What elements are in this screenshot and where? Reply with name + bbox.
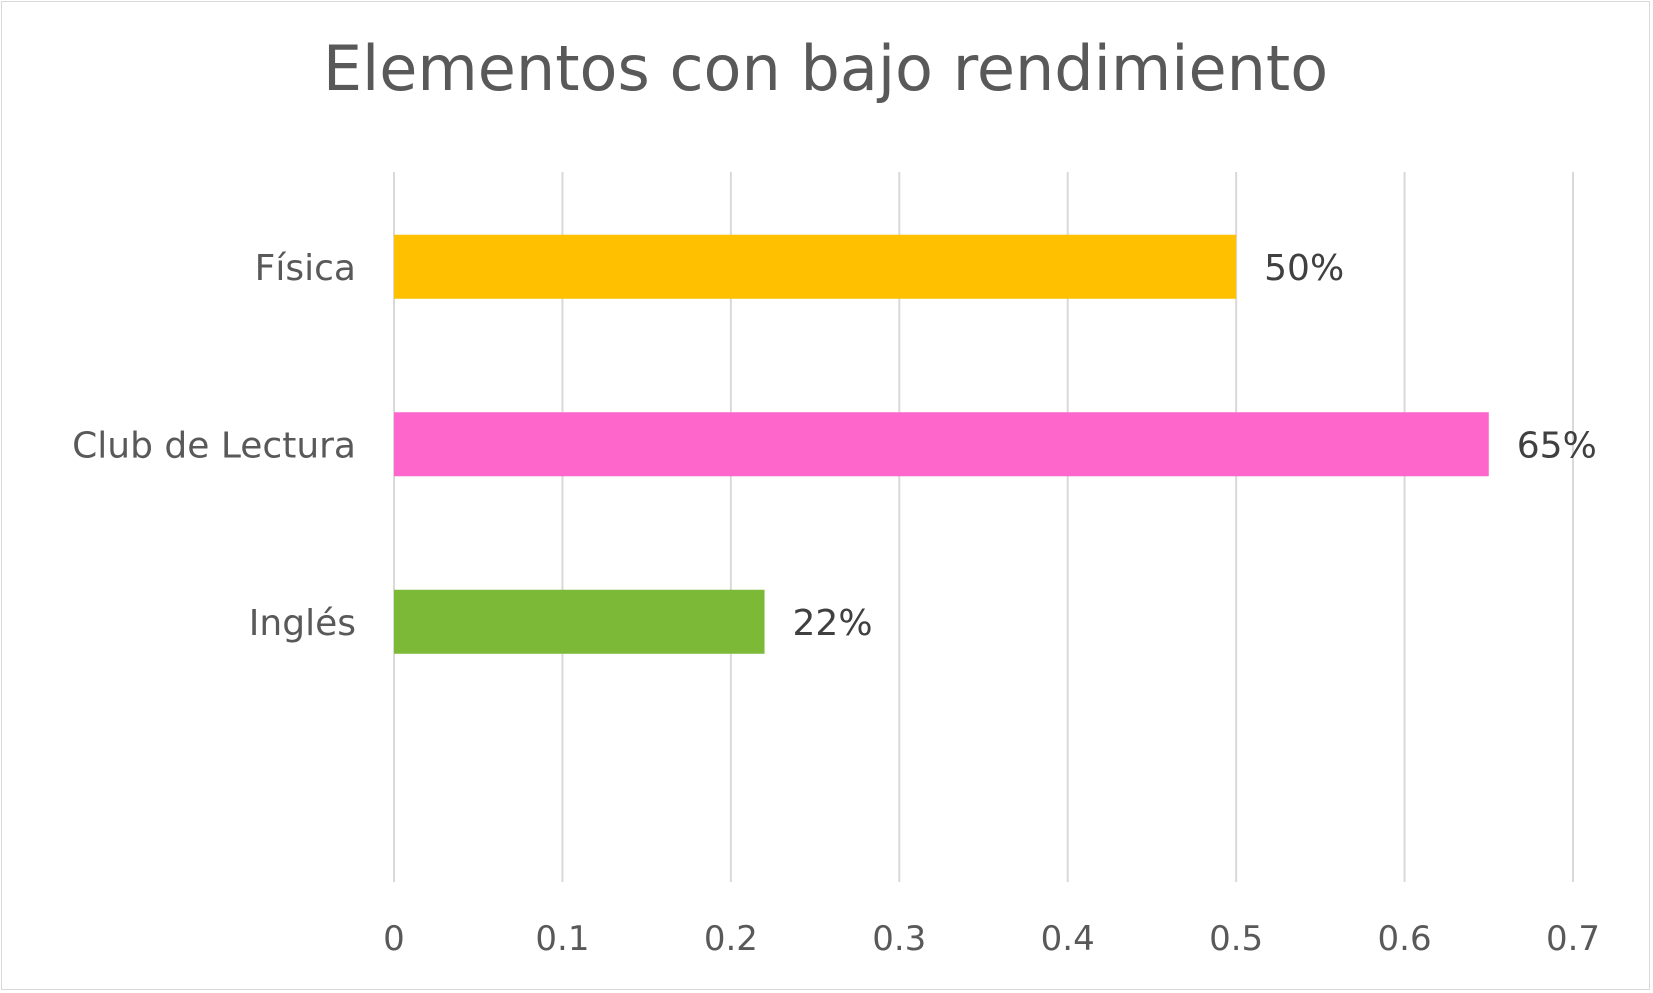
bars <box>394 234 1489 654</box>
x-tick-label: 0.3 <box>872 919 926 959</box>
category-label: Club de Lectura <box>72 425 356 466</box>
category-label: Física <box>255 248 356 289</box>
data-labels: 50% 65% 22% <box>793 248 1597 644</box>
x-tick-label: 0 <box>383 919 405 959</box>
x-tick-label: 0.1 <box>535 919 589 959</box>
bar-data-label: 50% <box>1264 248 1344 289</box>
bar <box>394 589 765 654</box>
bar-data-label: 65% <box>1517 425 1597 466</box>
bar-data-label: 22% <box>793 603 873 644</box>
x-tick-label: 0.5 <box>1209 919 1263 959</box>
bar <box>394 234 1237 299</box>
x-tick-label: 0.4 <box>1041 919 1095 959</box>
category-label: Inglés <box>249 603 356 644</box>
x-tick-label: 0.7 <box>1546 919 1600 959</box>
category-labels: Física Club de Lectura Inglés <box>72 248 356 644</box>
x-axis-tick-labels: 0 0.1 0.2 0.3 0.4 0.5 0.6 0.7 <box>383 919 1600 959</box>
chart-title: Elementos con bajo rendimiento <box>322 32 1329 105</box>
x-tick-label: 0.6 <box>1378 919 1432 959</box>
x-tick-label: 0.2 <box>704 919 758 959</box>
bar <box>394 412 1489 477</box>
